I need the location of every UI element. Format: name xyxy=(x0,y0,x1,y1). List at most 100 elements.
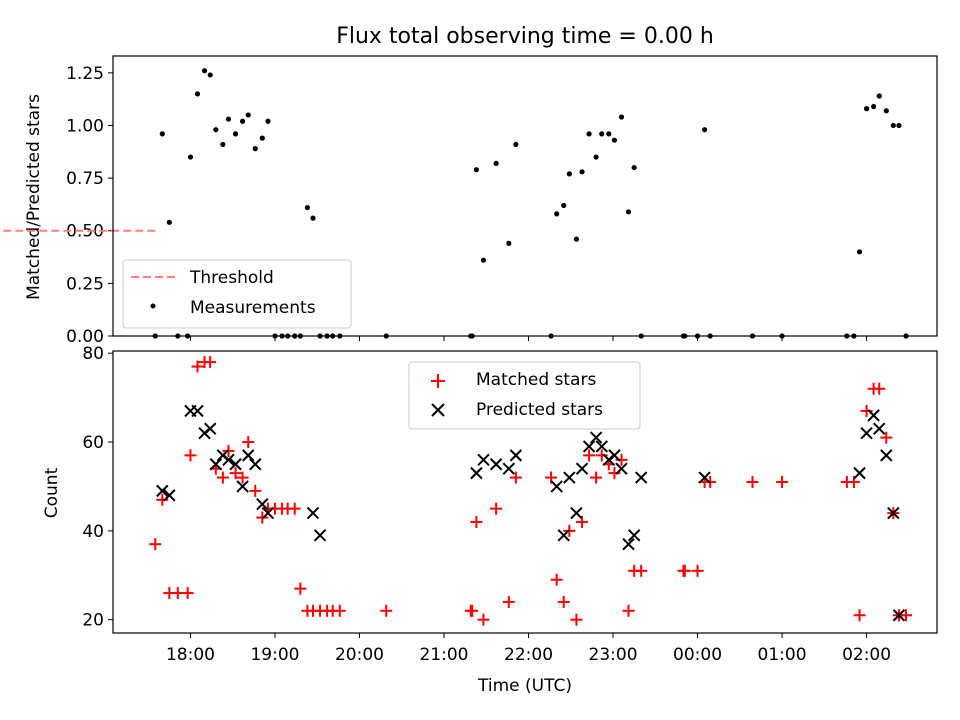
predicted-star-point xyxy=(502,462,516,475)
count-x-tick-label: 23:00 xyxy=(589,645,638,665)
matched-star-point xyxy=(678,564,691,577)
measurement-point xyxy=(207,72,213,78)
measurement-point xyxy=(245,112,251,118)
matched-star-point xyxy=(590,471,603,484)
predicted-star-point xyxy=(860,426,873,440)
ratio-y-tick-label: 0.25 xyxy=(66,274,104,294)
measurement-point xyxy=(304,204,310,211)
measurement-point xyxy=(220,141,226,148)
count-legend-box xyxy=(408,361,641,430)
predicted-star-point xyxy=(256,498,269,511)
predicted-star-point xyxy=(622,537,635,551)
measurement-point xyxy=(566,171,572,177)
count-x-tick-label: 21:00 xyxy=(420,645,469,665)
count-y-tick-label: 60 xyxy=(82,433,104,453)
measurement-point xyxy=(606,131,612,137)
predicted-star-point xyxy=(589,431,603,444)
predicted-star-point xyxy=(242,449,255,462)
matched-star-point xyxy=(622,604,635,617)
measurement-point xyxy=(586,131,592,137)
predicted-legend-swatch xyxy=(431,403,445,417)
measurement-point xyxy=(513,141,519,148)
matched-star-point xyxy=(880,431,893,444)
measurement-point xyxy=(579,169,585,175)
matched-star-point xyxy=(853,609,866,622)
predicted-star-point xyxy=(627,529,641,542)
matched-star-point xyxy=(477,613,490,626)
predicted-star-point xyxy=(489,458,503,471)
matched-star-point xyxy=(288,502,301,515)
predicted-stars-points xyxy=(156,404,906,622)
matched-star-point xyxy=(229,467,242,480)
matched-star-point xyxy=(149,538,162,551)
matched-star-point xyxy=(502,595,515,608)
predicted-star-point xyxy=(470,466,483,480)
measurement-point xyxy=(863,106,870,112)
matched-star-point xyxy=(900,609,913,622)
predicted-star-point xyxy=(880,449,893,462)
figure-title: Flux total observing time = 0.00 h xyxy=(336,24,714,49)
measurement-point xyxy=(506,240,512,246)
predicted-star-point xyxy=(563,471,576,484)
predicted-star-point xyxy=(634,471,648,484)
ratio-panel: 0.00 0.25 0.50 0.75 1.00 1.25 Matched/Predict… xyxy=(0,55,938,347)
measurement-point xyxy=(554,211,560,217)
ratio-y-ticks: 0.00 0.25 0.50 0.75 1.00 1.25 xyxy=(66,64,113,347)
predicted-star-point xyxy=(236,480,249,493)
matched-star-point xyxy=(380,604,393,617)
count-y-tick-label: 20 xyxy=(82,611,104,631)
count-x-ticks: 18:00 19:00 20:00 21:00 22:00 23:00 00:00 01:00… xyxy=(166,633,891,665)
count-y-ticks: 20 40 60 80 xyxy=(82,344,113,631)
measurement-point xyxy=(252,146,258,152)
measurement-point xyxy=(310,215,316,221)
matched-star-point xyxy=(550,573,563,586)
measurement-point xyxy=(871,103,877,110)
ratio-y-axis-label: Matched/Predicted stars xyxy=(24,94,44,300)
measurements-legend-label: Measurements xyxy=(190,298,316,318)
predicted-star-point xyxy=(557,529,570,542)
predicted-star-point xyxy=(249,458,262,471)
matched-star-point xyxy=(776,476,789,489)
measurement-point xyxy=(701,127,708,133)
predicted-star-point xyxy=(222,453,235,467)
matched-star-point xyxy=(583,449,596,462)
count-plot-frame xyxy=(112,350,938,634)
measurement-point xyxy=(573,236,580,242)
measurement-point xyxy=(625,209,632,215)
measurement-point xyxy=(493,160,499,166)
predicted-star-point xyxy=(892,609,906,622)
ratio-y-tick-label: 1.25 xyxy=(66,64,104,84)
matched-legend-label: Matched stars xyxy=(476,370,596,390)
count-x-tick-label: 18:00 xyxy=(166,645,215,665)
measurement-point xyxy=(599,131,605,137)
matched-star-point xyxy=(490,502,503,515)
measurement-point xyxy=(890,122,896,129)
count-x-tick-label: 00:00 xyxy=(673,645,722,665)
count-x-tick-label: 01:00 xyxy=(758,645,807,665)
predicted-star-point xyxy=(229,458,242,471)
predicted-star-point xyxy=(608,449,621,462)
measurement-point xyxy=(166,219,172,225)
predicted-star-point xyxy=(570,506,583,520)
measurement-point xyxy=(187,154,194,160)
measurement-point xyxy=(896,122,902,129)
predicted-star-point xyxy=(853,466,866,480)
measurement-point xyxy=(856,249,863,255)
matched-star-point xyxy=(509,471,522,484)
matched-star-point xyxy=(466,604,479,617)
ratio-x-ticks xyxy=(189,336,868,341)
predicted-star-point xyxy=(477,453,490,467)
predicted-star-point xyxy=(550,480,563,493)
predicted-star-point xyxy=(163,489,176,502)
predicted-star-point xyxy=(313,529,327,542)
matched-star-point xyxy=(294,582,307,595)
matched-star-point xyxy=(204,356,217,369)
measurement-point xyxy=(480,257,487,263)
matched-legend-swatch xyxy=(431,374,445,388)
measurement-point xyxy=(561,202,567,209)
measurement-point xyxy=(159,131,165,137)
predicted-star-point xyxy=(595,440,608,453)
matched-star-point xyxy=(570,613,583,626)
predicted-star-point xyxy=(509,449,523,462)
measurement-point xyxy=(618,114,625,120)
